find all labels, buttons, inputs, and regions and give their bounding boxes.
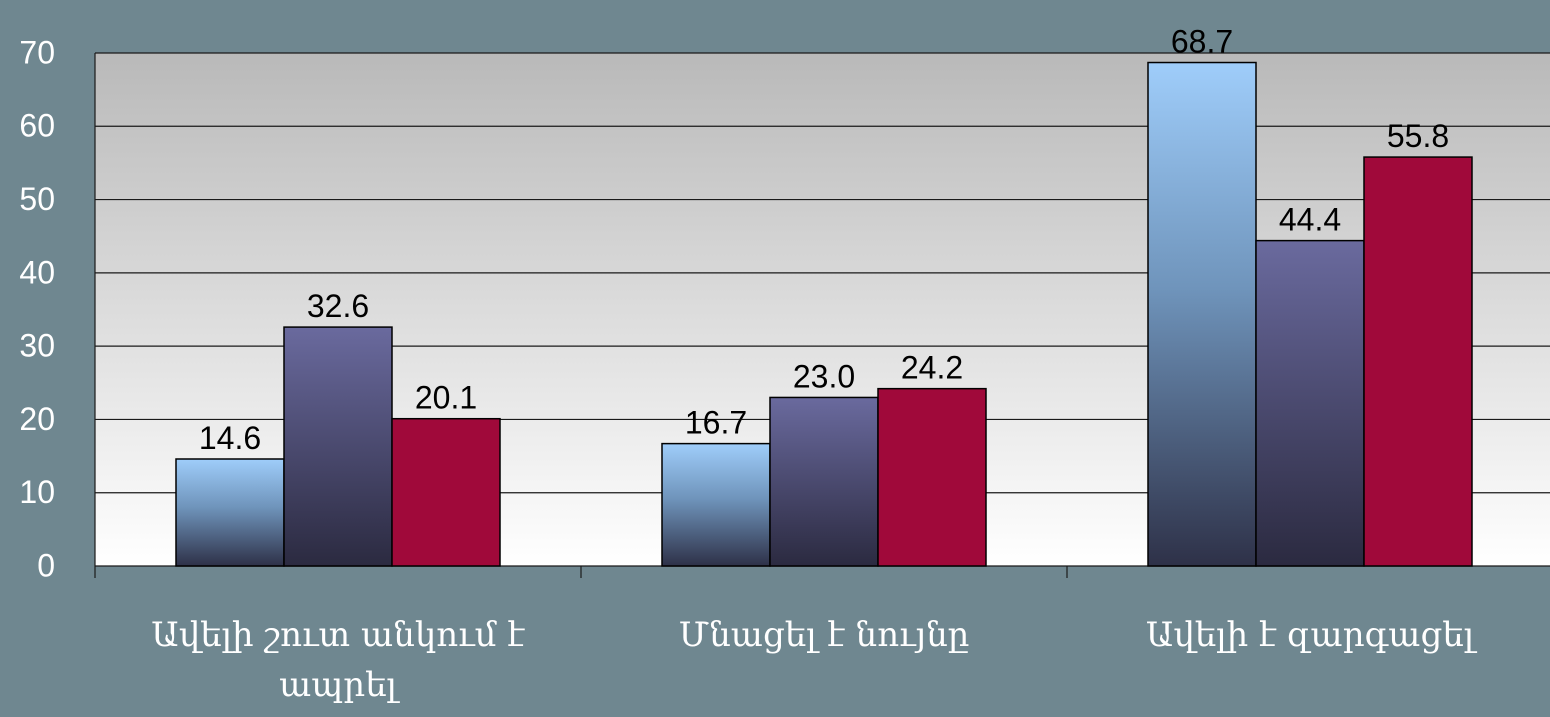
y-tick-label: 60 (19, 108, 55, 144)
bar (1255, 239, 1365, 567)
bars (175, 61, 1473, 567)
bar (175, 458, 285, 567)
data-label: 24.2 (901, 350, 963, 386)
y-tick-label: 0 (37, 547, 55, 583)
x-tick-label: Մնացել է նույնը (678, 615, 970, 655)
data-label: 23.0 (793, 358, 855, 394)
bar (1147, 61, 1257, 567)
data-label: 14.6 (199, 420, 261, 456)
data-label: 68.7 (1171, 24, 1233, 60)
data-label: 20.1 (415, 380, 477, 416)
bar (1363, 156, 1473, 567)
bar (661, 442, 771, 567)
y-tick-label: 50 (19, 181, 55, 217)
axes: 0 10 20 30 40 50 60 70 (19, 34, 1068, 583)
y-tick-label: 20 (19, 401, 55, 437)
y-tick-label: 30 (19, 328, 55, 364)
data-label: 55.8 (1387, 118, 1449, 154)
y-tick-label: 10 (19, 474, 55, 510)
bar (283, 326, 393, 567)
bar (769, 396, 879, 567)
y-tick-label: 70 (19, 34, 55, 70)
data-label: 32.6 (307, 288, 369, 324)
data-labels: 14.6 16.7 68.7 32.6 23.0 44.4 20.1 24.2 55.8 (199, 24, 1449, 456)
y-tick-label: 40 (19, 254, 55, 290)
bar (877, 387, 987, 567)
bar (391, 417, 501, 567)
data-label: 44.4 (1279, 202, 1341, 238)
data-label: 16.7 (685, 405, 747, 441)
x-tick-label: Ավելի է զարգացել (1145, 615, 1475, 655)
x-tick-label: Ավելի շուտ անկում է ապրել (151, 615, 525, 705)
